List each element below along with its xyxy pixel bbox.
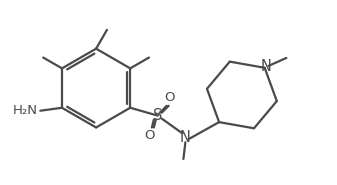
Text: O: O [145,129,155,142]
Text: O: O [164,91,175,104]
Text: H₂N: H₂N [12,104,37,117]
Text: N: N [260,59,271,74]
Text: N: N [180,130,191,145]
Text: S: S [153,108,162,123]
